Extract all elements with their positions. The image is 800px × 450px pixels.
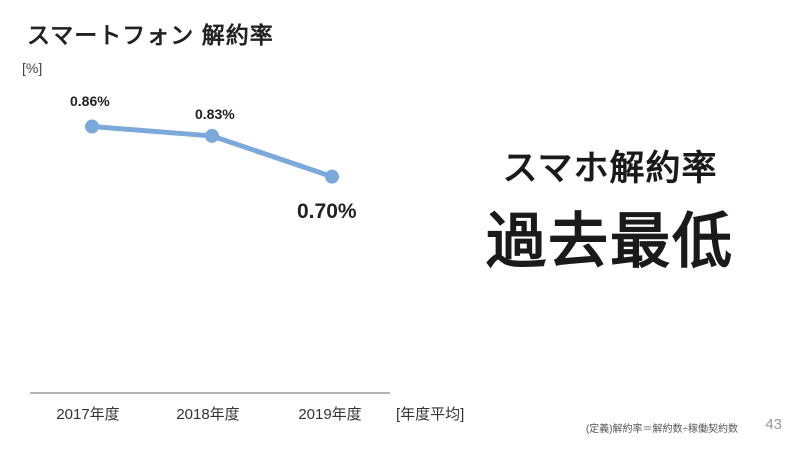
slide-title: スマートフォン 解約率: [27, 22, 274, 48]
data-label-2017: 0.86%: [70, 93, 110, 109]
data-point: [325, 169, 339, 184]
x-axis-note: [年度平均]: [396, 406, 465, 423]
x-axis-line: [30, 392, 390, 394]
data-label-2018: 0.83%: [195, 106, 235, 122]
x-tick-2017: 2017年度: [56, 406, 120, 423]
churn-line-chart: [85, 119, 339, 184]
data-label-2019: 0.70%: [297, 200, 357, 223]
definition-footnote: (定義)解約率＝解約数÷稼働契約数: [585, 424, 738, 435]
highlight-line1: スマホ解約率: [502, 149, 718, 188]
data-point: [205, 128, 219, 143]
highlight-message: スマホ解約率 過去最低: [440, 140, 780, 280]
x-tick-2019: 2019年度: [298, 406, 362, 423]
x-tick-2018: 2018年度: [176, 406, 240, 423]
y-axis-unit-label: [%]: [22, 60, 43, 76]
highlight-line2: 過去最低: [486, 208, 734, 275]
data-point: [85, 119, 99, 134]
page-number: 43: [765, 416, 782, 433]
